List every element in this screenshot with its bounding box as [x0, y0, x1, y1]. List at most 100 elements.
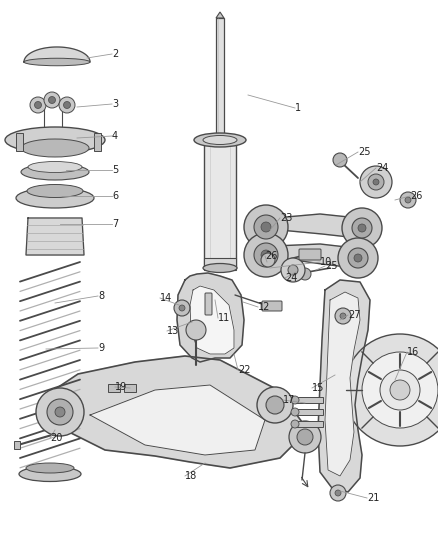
Bar — [295, 409, 323, 415]
Circle shape — [47, 399, 73, 425]
Circle shape — [291, 396, 299, 404]
Text: 2: 2 — [112, 49, 118, 59]
Ellipse shape — [21, 164, 89, 180]
Text: 18: 18 — [185, 471, 197, 481]
Text: 14: 14 — [160, 293, 172, 303]
Ellipse shape — [28, 161, 82, 173]
Polygon shape — [26, 218, 84, 255]
Text: 20: 20 — [50, 433, 62, 443]
Text: 23: 23 — [280, 213, 293, 223]
Text: 3: 3 — [112, 99, 118, 109]
Circle shape — [352, 218, 372, 238]
Circle shape — [297, 429, 313, 445]
Bar — [124, 384, 136, 392]
Polygon shape — [262, 214, 370, 238]
Circle shape — [362, 352, 438, 428]
Polygon shape — [325, 292, 360, 476]
Circle shape — [266, 396, 284, 414]
Bar — [94, 133, 101, 151]
Circle shape — [44, 92, 60, 108]
Circle shape — [348, 248, 368, 268]
Bar — [108, 384, 120, 392]
Text: 12: 12 — [258, 302, 270, 312]
Text: 17: 17 — [283, 395, 295, 405]
Circle shape — [340, 313, 346, 319]
Circle shape — [333, 153, 347, 167]
Circle shape — [288, 265, 298, 275]
Circle shape — [49, 96, 56, 103]
Circle shape — [400, 192, 416, 208]
Circle shape — [261, 222, 271, 232]
Text: 25: 25 — [325, 261, 338, 271]
Text: 24: 24 — [376, 163, 389, 173]
Circle shape — [291, 408, 299, 416]
Text: 11: 11 — [218, 313, 230, 323]
Circle shape — [35, 101, 42, 109]
Text: 22: 22 — [238, 365, 251, 375]
Circle shape — [342, 208, 382, 248]
Ellipse shape — [194, 133, 246, 147]
Text: 15: 15 — [312, 383, 325, 393]
Polygon shape — [90, 385, 265, 455]
Circle shape — [254, 243, 278, 267]
Text: 1: 1 — [295, 103, 301, 113]
Polygon shape — [190, 286, 234, 354]
Polygon shape — [318, 280, 370, 492]
Circle shape — [36, 388, 84, 436]
Circle shape — [179, 305, 185, 311]
Circle shape — [299, 268, 311, 280]
Circle shape — [405, 197, 411, 203]
Bar — [216, 18, 224, 138]
Polygon shape — [42, 356, 308, 468]
FancyBboxPatch shape — [205, 293, 212, 315]
Ellipse shape — [19, 466, 81, 481]
Bar — [204, 258, 236, 270]
Bar — [16, 133, 23, 151]
Ellipse shape — [27, 184, 83, 198]
Text: 25: 25 — [358, 147, 371, 157]
Circle shape — [390, 380, 410, 400]
Circle shape — [244, 205, 288, 249]
Circle shape — [358, 224, 366, 232]
Circle shape — [30, 97, 46, 113]
Ellipse shape — [24, 58, 90, 66]
Ellipse shape — [21, 139, 89, 157]
Bar — [204, 138, 236, 268]
Text: 10: 10 — [320, 257, 332, 267]
Circle shape — [186, 320, 206, 340]
Bar — [295, 397, 323, 403]
Text: 6: 6 — [112, 191, 118, 201]
Circle shape — [55, 407, 65, 417]
Ellipse shape — [16, 188, 94, 208]
Circle shape — [354, 254, 362, 262]
Circle shape — [373, 179, 379, 185]
Text: 21: 21 — [367, 493, 379, 503]
Text: 7: 7 — [112, 219, 118, 229]
Circle shape — [368, 174, 384, 190]
Text: 19: 19 — [115, 382, 127, 392]
Ellipse shape — [5, 127, 105, 153]
Circle shape — [360, 166, 392, 198]
Circle shape — [261, 253, 275, 267]
Bar — [295, 421, 323, 427]
Circle shape — [291, 420, 299, 428]
Circle shape — [344, 334, 438, 446]
Circle shape — [59, 97, 75, 113]
Circle shape — [64, 101, 71, 109]
Circle shape — [335, 308, 351, 324]
Circle shape — [335, 490, 341, 496]
Text: 13: 13 — [167, 326, 179, 336]
Circle shape — [257, 387, 293, 423]
Circle shape — [244, 233, 288, 277]
Polygon shape — [177, 273, 244, 362]
Circle shape — [261, 250, 271, 260]
Text: 26: 26 — [410, 191, 422, 201]
Circle shape — [174, 300, 190, 316]
FancyBboxPatch shape — [262, 301, 282, 311]
Ellipse shape — [26, 463, 74, 473]
Circle shape — [330, 485, 346, 501]
Text: 16: 16 — [407, 347, 419, 357]
Circle shape — [380, 370, 420, 410]
Text: 24: 24 — [285, 273, 297, 283]
Text: 9: 9 — [98, 343, 104, 353]
